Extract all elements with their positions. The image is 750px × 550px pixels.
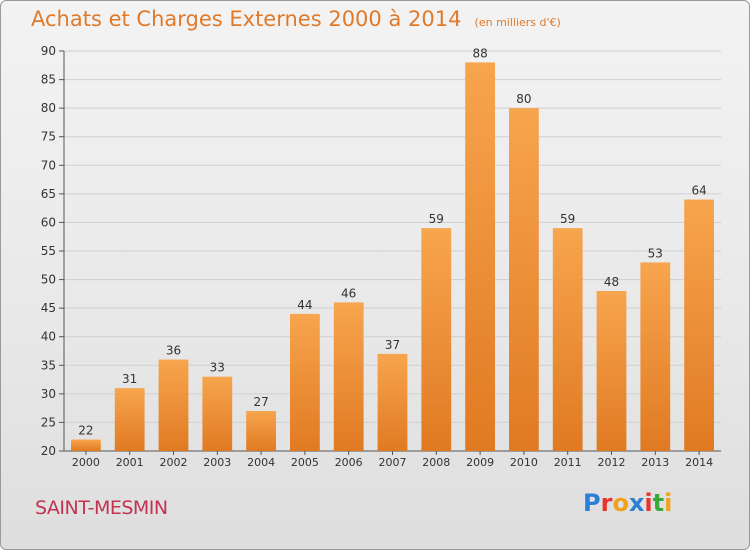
bar [509, 108, 539, 452]
logo-letter: P [583, 489, 601, 517]
data-label: 80 [516, 92, 531, 106]
x-tick-label: 2014 [685, 456, 713, 469]
data-label: 53 [648, 246, 663, 260]
logo-letter: x [628, 489, 645, 517]
chart-subtitle: (en milliers d'€) [474, 16, 561, 29]
y-tick-label: 80 [41, 101, 56, 115]
proxiti-logo: Proxiti [583, 489, 672, 517]
bar [71, 439, 101, 451]
x-tick-label: 2003 [203, 456, 231, 469]
y-tick-label: 45 [41, 301, 56, 315]
data-label: 59 [560, 212, 575, 226]
y-tick-label: 65 [41, 187, 56, 201]
x-tick-label: 2010 [510, 456, 538, 469]
x-tick-label: 2001 [116, 456, 144, 469]
y-tick-label: 70 [41, 158, 56, 172]
data-label: 88 [472, 46, 487, 60]
x-tick-label: 2008 [422, 456, 450, 469]
x-tick-label: 2012 [598, 456, 626, 469]
y-tick-label: 90 [41, 44, 56, 58]
y-tick-label: 20 [41, 444, 56, 458]
commune-name: SAINT-MESMIN [35, 497, 168, 519]
y-tick-label: 35 [41, 358, 56, 372]
y-tick-label: 85 [41, 73, 56, 87]
x-tick-label: 2005 [291, 456, 319, 469]
data-label: 48 [604, 275, 619, 289]
bar [684, 199, 714, 451]
logo-letter: i [664, 489, 673, 517]
bar [202, 376, 233, 451]
data-label: 27 [253, 395, 268, 409]
x-tick-label: 2007 [379, 456, 407, 469]
data-label: 46 [341, 286, 356, 300]
x-tick-label: 2013 [641, 456, 669, 469]
chart-title: Achats et Charges Externes 2000 à 2014 [31, 7, 462, 31]
y-tick-label: 55 [41, 244, 56, 258]
logo-letter: o [612, 489, 629, 517]
x-tick-label: 2006 [335, 456, 363, 469]
x-tick-label: 2011 [554, 456, 582, 469]
x-tick-label: 2009 [466, 456, 494, 469]
y-tick-label: 75 [41, 130, 56, 144]
y-tick-label: 50 [41, 273, 56, 287]
x-tick-label: 2000 [72, 456, 100, 469]
data-label: 33 [210, 361, 225, 375]
data-label: 36 [166, 344, 181, 358]
x-tick-label: 2004 [247, 456, 275, 469]
bar [158, 359, 189, 451]
logo-letter: t [652, 489, 665, 517]
bar [552, 228, 583, 451]
bar [596, 291, 627, 451]
y-tick-label: 25 [41, 415, 56, 429]
data-label: 44 [297, 298, 312, 312]
bar [377, 353, 408, 451]
data-label: 31 [122, 372, 137, 386]
data-label: 37 [385, 338, 400, 352]
bar [290, 313, 320, 451]
chart-title-row: Achats et Charges Externes 2000 à 2014 (… [31, 7, 561, 31]
logo-letter: i [644, 489, 653, 517]
x-tick-label: 2002 [160, 456, 188, 469]
data-label: 64 [691, 184, 706, 198]
y-tick-label: 60 [41, 215, 56, 229]
y-tick-label: 40 [41, 330, 56, 344]
data-label: 59 [429, 212, 444, 226]
bar [114, 388, 145, 451]
bar [421, 228, 452, 451]
bar [465, 62, 495, 452]
bar [640, 262, 671, 451]
y-tick-label: 30 [41, 387, 56, 401]
bar [246, 411, 276, 451]
data-label: 22 [78, 424, 93, 438]
logo-letter: r [600, 489, 613, 517]
bar [333, 302, 364, 451]
